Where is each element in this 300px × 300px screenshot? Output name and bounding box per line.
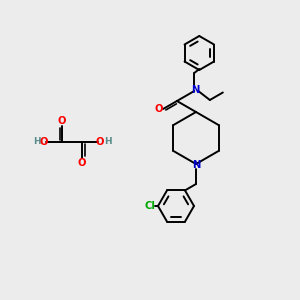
Text: O: O — [58, 116, 66, 126]
Text: O: O — [155, 104, 163, 114]
Text: O: O — [40, 137, 48, 147]
Text: O: O — [96, 137, 104, 147]
Text: Cl: Cl — [145, 201, 155, 211]
Text: H: H — [33, 137, 41, 146]
Text: N: N — [191, 85, 200, 95]
Text: N: N — [192, 160, 200, 170]
Text: O: O — [78, 158, 86, 168]
Text: H: H — [104, 137, 112, 146]
